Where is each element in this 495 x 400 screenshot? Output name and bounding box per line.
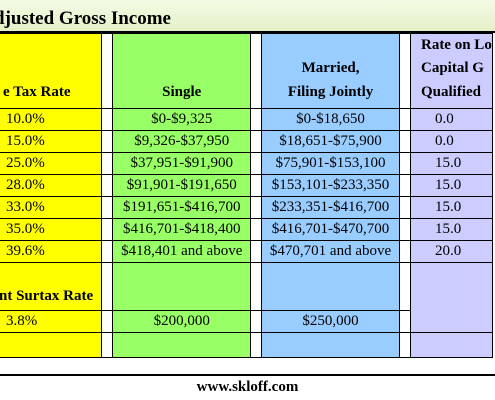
surtax-married-blank	[261, 261, 400, 311]
blank-cell	[261, 331, 400, 358]
header-lt-line1: Rate on Lo	[420, 37, 492, 53]
married-cell: $0-$18,650	[261, 107, 400, 131]
rate-cell: 28.0%	[0, 173, 103, 197]
title-bar: djusted Gross Income	[0, 0, 495, 33]
header-rate: e Tax Rate	[0, 33, 103, 109]
spacer-cell	[398, 217, 411, 241]
spacer-cell	[250, 107, 263, 131]
header-married: Married, Filing Jointly	[261, 33, 400, 109]
blank-cell	[112, 331, 252, 358]
single-cell: $416,701-$418,400	[112, 217, 252, 241]
single-cell: $191,651-$416,700	[112, 195, 252, 219]
table-row: 33.0% $191,651-$416,700 $233,351-$416,70…	[0, 195, 494, 219]
married-cell: $416,701-$470,700	[261, 217, 400, 241]
spacer-cell	[250, 309, 263, 333]
rate-cell: 35.0%	[0, 217, 103, 241]
spacer-cell	[101, 239, 114, 263]
spacer-cell	[250, 331, 263, 358]
spacer-cell	[398, 107, 411, 131]
blank-row	[0, 331, 494, 358]
blank-cell	[0, 331, 103, 358]
table-row: 10.0% $0-$9,325 $0-$18,650 0.0	[0, 107, 494, 131]
long-term-cell: 20.0	[409, 239, 494, 263]
long-term-cell: 15.0	[409, 195, 494, 219]
surtax-header: nt Surtax Rate	[0, 261, 103, 311]
single-cell: $91,901-$191,650	[112, 173, 252, 197]
married-cell: $233,351-$416,700	[261, 195, 400, 219]
table-row: 15.0% $9,326-$37,950 $18,651-$75,900 0.0	[0, 129, 494, 153]
blank-cell	[409, 331, 494, 358]
spacer-cell	[101, 33, 114, 109]
spacer-cell	[398, 195, 411, 219]
surtax-single-blank	[112, 261, 252, 311]
spacer-cell	[250, 239, 263, 263]
rate-cell: 25.0%	[0, 151, 103, 175]
spacer-cell	[250, 173, 263, 197]
table-row: 28.0% $91,901-$191,650 $153,101-$233,350…	[0, 173, 494, 197]
spacer-cell	[250, 151, 263, 175]
header-row: e Tax Rate Single Married, Filing Jointl…	[0, 33, 494, 109]
rate-cell: 10.0%	[0, 107, 103, 131]
spacer-cell	[101, 331, 114, 358]
spacer-cell	[398, 331, 411, 358]
spacer-cell	[101, 195, 114, 219]
long-term-cell: 0.0	[409, 129, 494, 153]
surtax-long-term-blank	[409, 261, 494, 333]
spacer-cell	[398, 261, 411, 311]
surtax-header-row: nt Surtax Rate	[0, 261, 494, 333]
spacer-cell	[398, 129, 411, 153]
spacer-cell	[398, 173, 411, 197]
spacer-cell	[101, 107, 114, 131]
rate-cell: 33.0%	[0, 195, 103, 219]
surtax-row: 3.8% $200,000 $250,000	[0, 309, 493, 333]
long-term-cell: 15.0	[409, 173, 494, 197]
spacer-cell	[101, 173, 114, 197]
surtax-rate-cell: 3.8%	[0, 309, 103, 333]
header-lt-line2: Capital G	[420, 60, 484, 77]
table-row: 25.0% $37,951-$91,900 $75,901-$153,100 1…	[0, 151, 494, 175]
married-cell: $153,101-$233,350	[261, 173, 400, 197]
spacer-cell	[101, 217, 114, 241]
spacer-cell	[101, 129, 114, 153]
table-title: djusted Gross Income	[0, 8, 171, 29]
header-married-line2: Filing Jointly	[287, 83, 374, 100]
married-cell: $75,901-$153,100	[261, 151, 400, 175]
married-cell: $470,701 and above	[261, 239, 400, 263]
spacer-cell	[250, 195, 263, 219]
long-term-cell: 0.0	[409, 107, 494, 131]
rate-cell: 15.0%	[0, 129, 103, 153]
spacer-cell	[398, 151, 411, 175]
spacer-cell	[250, 33, 263, 109]
spacer-cell	[250, 217, 263, 241]
spacer-cell	[398, 309, 411, 333]
single-cell: $0-$9,325	[112, 107, 252, 131]
spacer-cell	[250, 261, 263, 311]
header-married-line1: Married,	[301, 60, 360, 77]
single-cell: $37,951-$91,900	[112, 151, 252, 175]
long-term-cell: 15.0	[409, 217, 494, 241]
spacer-cell	[398, 33, 411, 109]
table-row: 35.0% $416,701-$418,400 $416,701-$470,70…	[0, 217, 494, 241]
rate-cell: 39.6%	[0, 239, 103, 263]
footer-website: www.skloff.com	[196, 379, 299, 395]
long-term-cell: 15.0	[409, 151, 494, 175]
header-single: Single	[112, 33, 252, 109]
header-long-term: Rate on Lo Capital G Qualified	[409, 33, 494, 109]
spacer-cell	[398, 239, 411, 263]
footer: www.skloff.com	[0, 374, 495, 400]
table-row: 39.6% $418,401 and above $470,701 and ab…	[0, 239, 494, 263]
spacer-cell	[101, 151, 114, 175]
header-lt-line3: Qualified	[420, 83, 481, 100]
surtax-married-cell: $250,000	[261, 309, 400, 333]
tax-brackets-table: e Tax Rate Single Married, Filing Jointl…	[0, 33, 494, 358]
single-cell: $418,401 and above	[112, 239, 252, 263]
spacer-cell	[101, 261, 114, 311]
surtax-single-cell: $200,000	[112, 309, 252, 333]
spacer-cell	[101, 309, 114, 333]
spacer-cell	[250, 129, 263, 153]
single-cell: $9,326-$37,950	[112, 129, 252, 153]
married-cell: $18,651-$75,900	[261, 129, 400, 153]
